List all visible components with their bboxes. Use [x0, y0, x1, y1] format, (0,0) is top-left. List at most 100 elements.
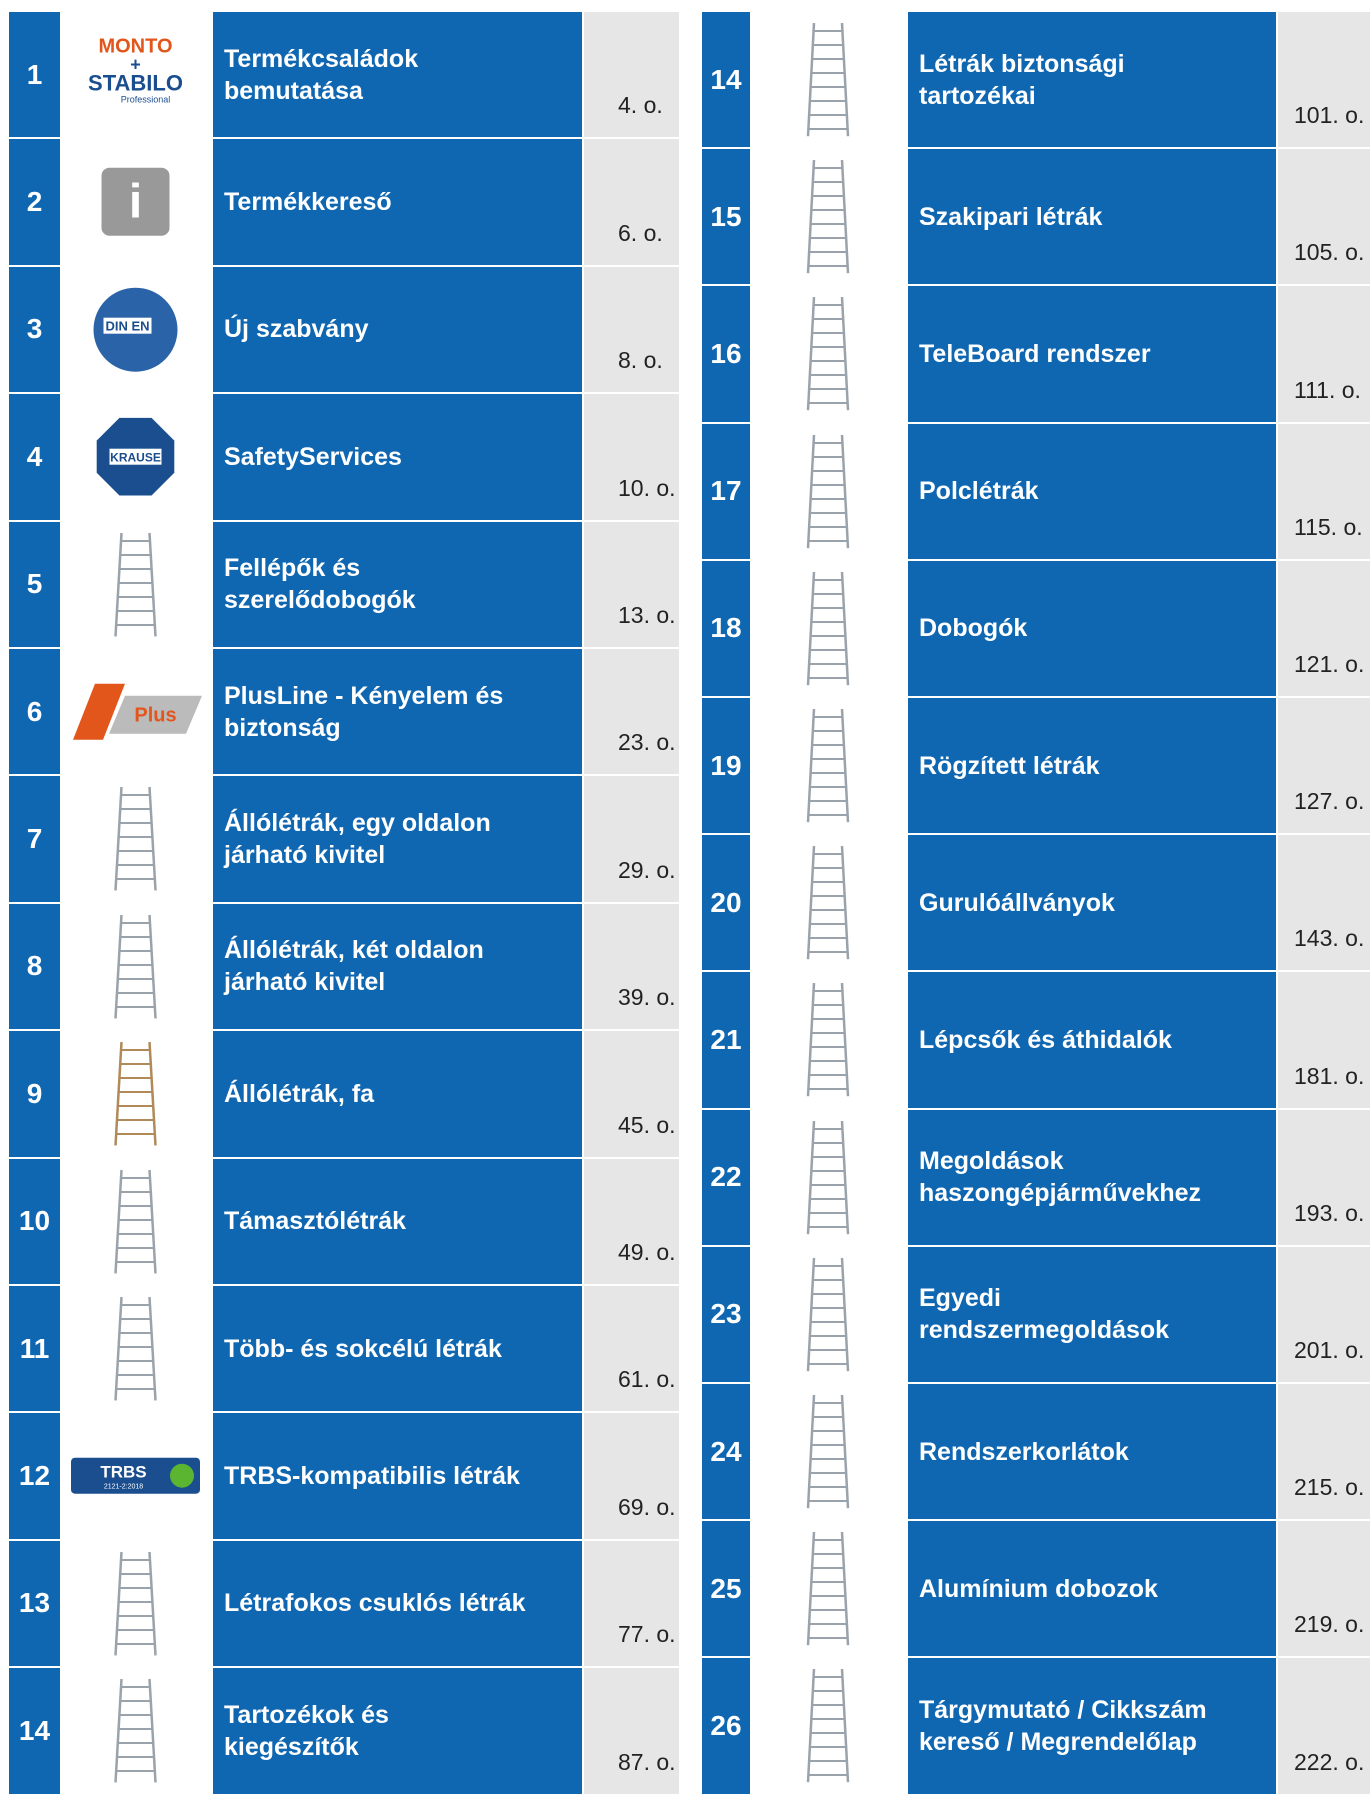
icon: [806, 1669, 850, 1783]
icon-part: [148, 532, 157, 637]
icon-part: [101, 168, 170, 237]
item-number: 7: [9, 776, 60, 902]
item-page: 127. o.: [1278, 698, 1370, 834]
item-page: 143. o.: [1278, 835, 1370, 971]
item-number: 24: [702, 1384, 750, 1520]
item-image: [60, 776, 211, 902]
icon: [114, 1042, 157, 1146]
icon: [806, 571, 850, 686]
item-title: Szakipari létrák: [908, 149, 1276, 285]
page-number: 201. o.: [1294, 1336, 1365, 1363]
icon-part: [840, 1394, 850, 1509]
item-number: 10: [9, 1158, 60, 1284]
page-number: 143. o.: [1294, 925, 1365, 952]
icon: [806, 434, 850, 548]
item-image: [60, 1031, 211, 1157]
title-line: Egyedi: [919, 1284, 1001, 1313]
item-page: 193. o.: [1278, 1109, 1370, 1245]
title-line: Termékkereső: [224, 188, 392, 217]
item-image: [750, 1384, 906, 1520]
page-number: 45. o.: [618, 1111, 676, 1138]
item-title: Alumínium dobozok: [908, 1521, 1276, 1657]
icon-part: [806, 297, 816, 411]
page-number: 61. o.: [618, 1366, 676, 1393]
icon-part: [148, 1169, 157, 1274]
icon: [114, 914, 157, 1019]
item-image: [750, 1521, 906, 1657]
item-page: 77. o.: [584, 1540, 679, 1667]
page-number: 6. o.: [618, 219, 663, 246]
icon: Plus: [73, 683, 202, 740]
icon: [806, 160, 850, 274]
title-line: biztonság: [224, 713, 341, 742]
item-title: Új szabvány: [213, 266, 582, 393]
item-title: Rögzített létrák: [908, 698, 1276, 834]
logo-text: KRAUSE: [110, 451, 161, 465]
item-page: 215. o.: [1278, 1384, 1370, 1520]
item-title: TRBS-kompatibilis létrák: [213, 1413, 582, 1539]
title-line: SafetyServices: [224, 442, 402, 471]
title-line: szerelődobogók: [224, 586, 416, 615]
icon-part: [806, 1394, 816, 1509]
title-line: Támasztólétrák: [224, 1207, 407, 1236]
icon-part: [840, 1669, 850, 1783]
item-image: [750, 149, 906, 285]
icon-part: [148, 1042, 157, 1146]
icon-part: [114, 1169, 123, 1274]
item-title: Állólétrák, egy oldalon járható kivitel: [213, 776, 582, 902]
icon-part: [840, 846, 850, 960]
icon-part: [806, 160, 816, 274]
title-line: Létrák biztonsági: [919, 49, 1125, 78]
icon-part: [806, 22, 816, 137]
title-line: Polclétrák: [919, 477, 1039, 506]
item-title: Több- és sokcélú létrák: [213, 1286, 582, 1412]
item-image: KRAUSE: [60, 394, 211, 520]
title-line: bemutatása: [224, 76, 363, 105]
item-image: [750, 1109, 906, 1245]
icon: DIN EN: [93, 287, 178, 372]
title-line: kereső / Megrendelőlap: [919, 1727, 1197, 1756]
item-title: Polclétrák: [908, 423, 1276, 559]
title-line: Állólétrák, két oldalon: [224, 936, 484, 965]
item-image: Plus: [60, 649, 211, 775]
item-page: 29. o.: [584, 776, 679, 902]
item-page: 23. o.: [584, 649, 679, 775]
icon-part: [806, 434, 816, 548]
logo-text: Professional: [121, 95, 171, 105]
icon: [114, 1296, 157, 1401]
item-title: Támasztólétrák: [213, 1158, 582, 1284]
item-image: [750, 423, 906, 559]
page-number: 222. o.: [1294, 1748, 1365, 1775]
page-number: 127. o.: [1294, 788, 1365, 815]
icon-part: [148, 914, 157, 1019]
logo-text: 2121-2:2018: [104, 1484, 143, 1491]
icon-part: [840, 708, 850, 823]
icon-part: [806, 1257, 816, 1372]
title-line: Létrafokos csuklós létrák: [224, 1589, 526, 1618]
item-number: 20: [702, 835, 750, 971]
item-title: Állólétrák, fa: [213, 1031, 582, 1157]
icon-part: [148, 1679, 157, 1783]
page-number: 219. o.: [1294, 1611, 1365, 1638]
item-page: 6. o.: [584, 139, 679, 265]
item-number: 8: [9, 903, 60, 1030]
item-number: 3: [9, 266, 60, 393]
item-page: 61. o.: [584, 1286, 679, 1412]
icon: [806, 1532, 850, 1646]
item-page: 201. o.: [1278, 1246, 1370, 1382]
title-line: Új szabvány: [224, 315, 369, 344]
item-page: 10. o.: [584, 394, 679, 520]
icon-part: [840, 1120, 850, 1234]
title-line: rendszermegoldások: [919, 1316, 1170, 1345]
item-title: Tartozékok és kiegészítők: [213, 1668, 582, 1794]
item-image: TRBS 2121-2:2018: [60, 1413, 211, 1539]
icon: [806, 22, 850, 137]
item-page: 69. o.: [584, 1413, 679, 1539]
title-line: Rögzített létrák: [919, 751, 1100, 780]
icon-part: [806, 571, 816, 686]
title-line: TRBS-kompatibilis létrák: [224, 1462, 520, 1491]
item-page: 219. o.: [1278, 1521, 1370, 1657]
logo-text: +: [130, 55, 141, 75]
title-line: Tárgymutató / Cikkszám: [919, 1695, 1207, 1724]
